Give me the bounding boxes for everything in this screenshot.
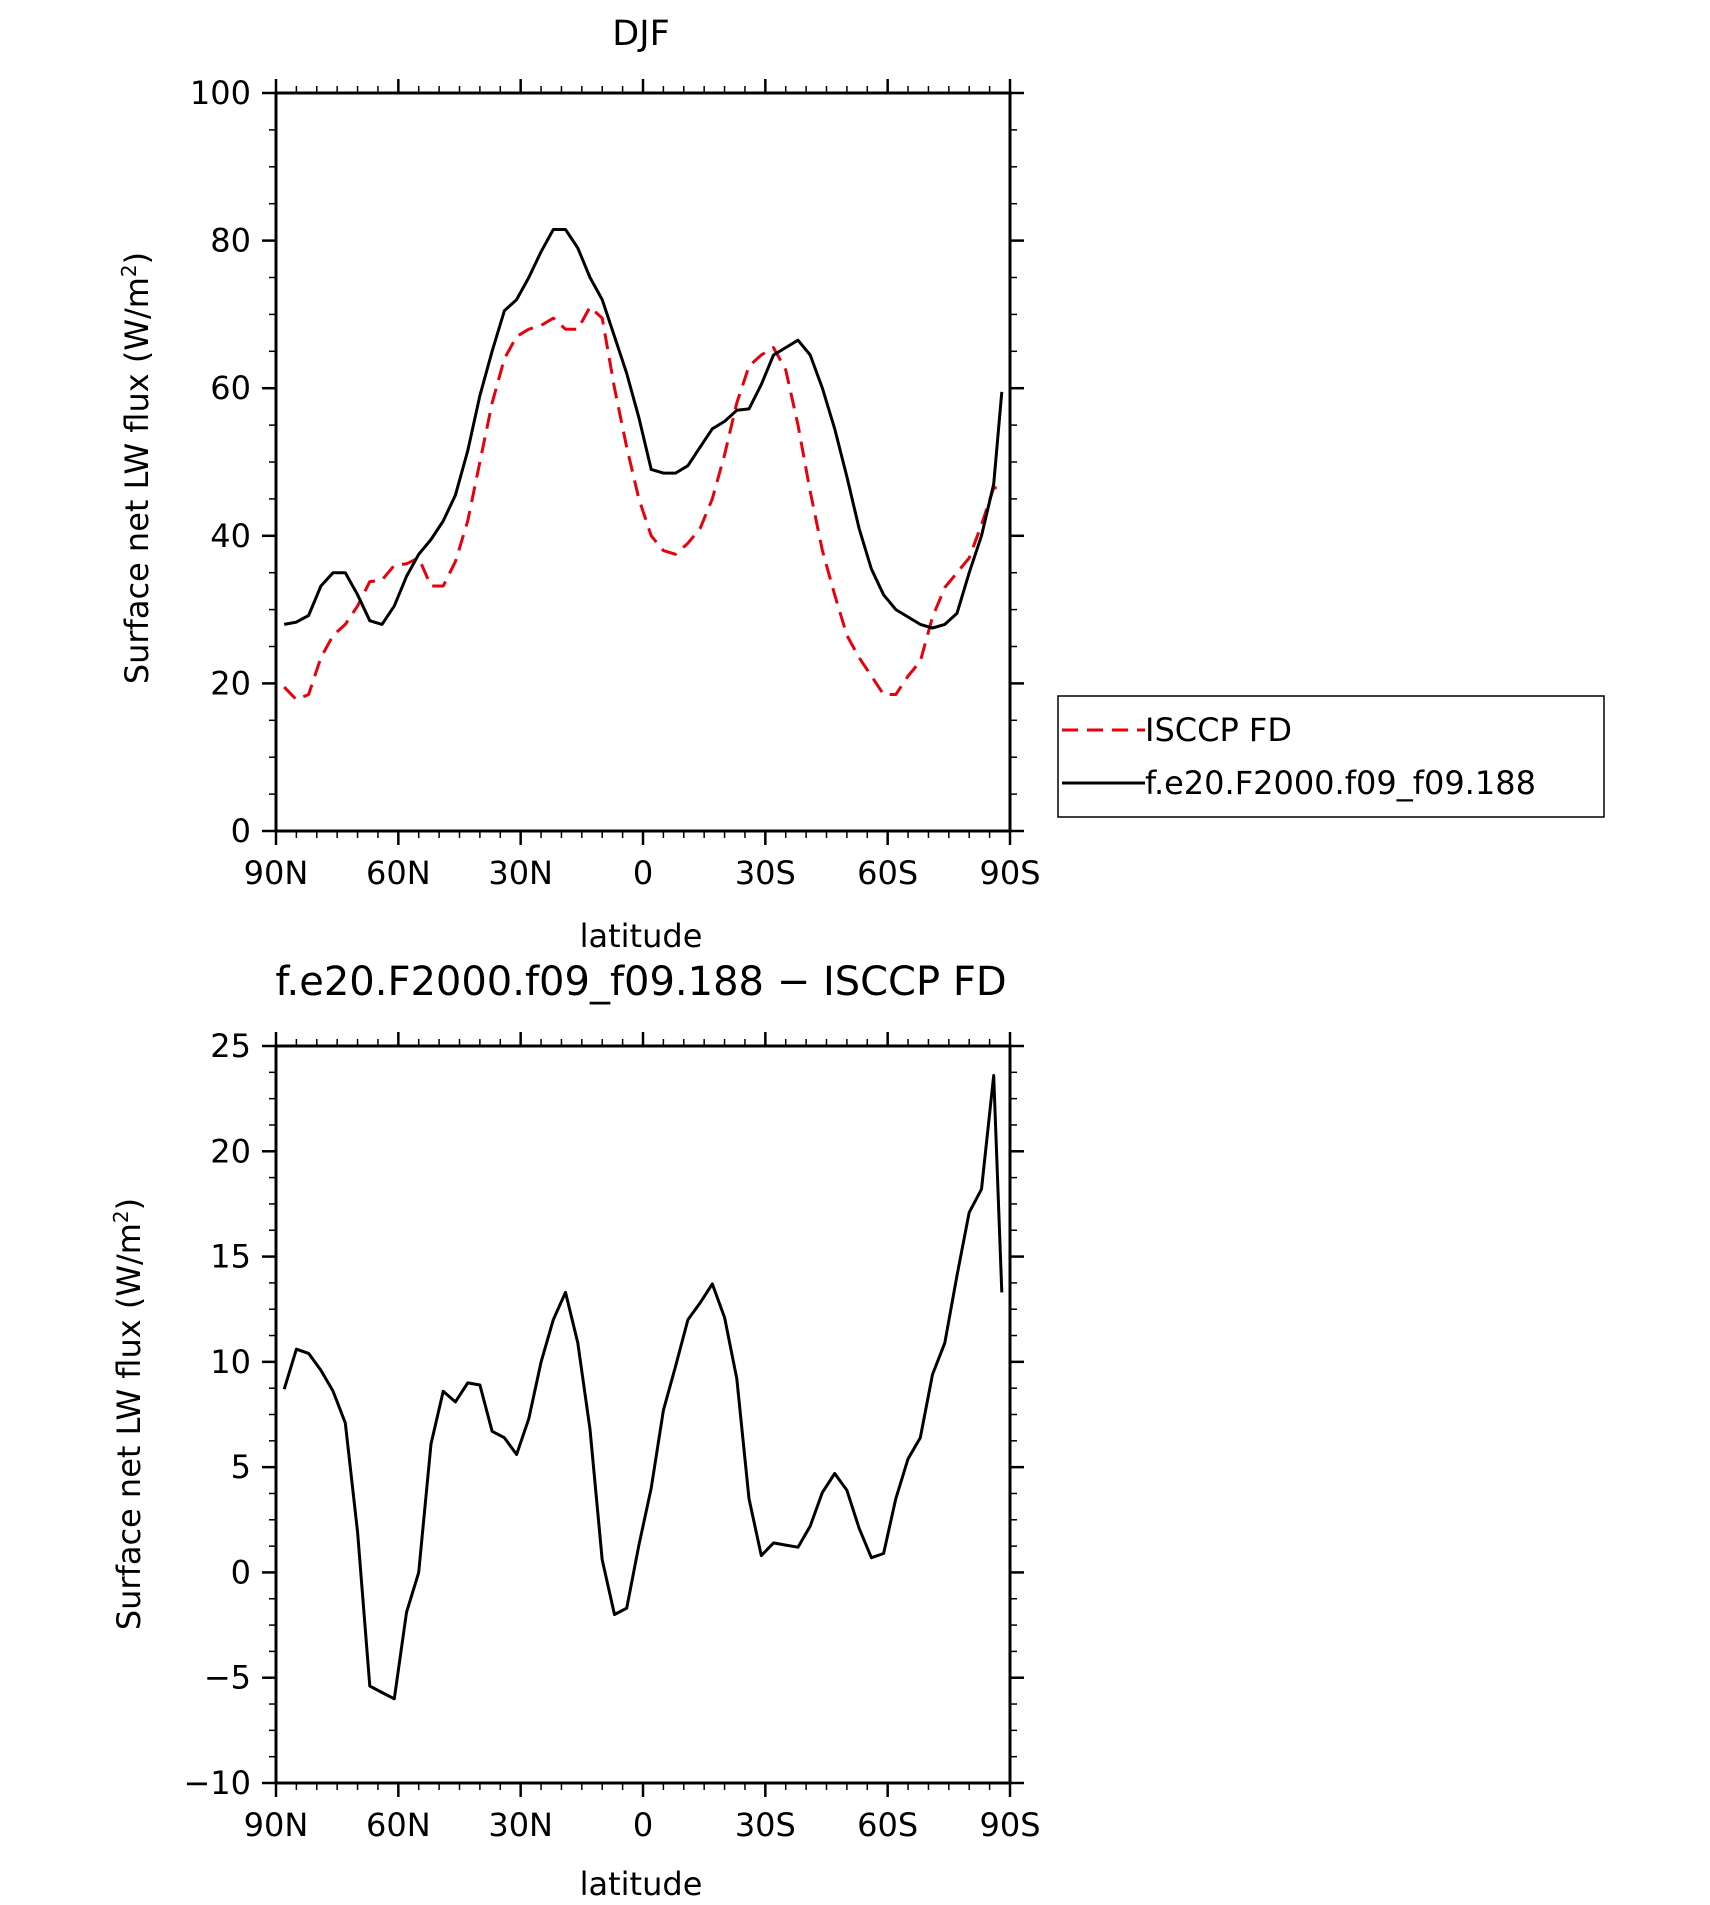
- bottom-chart: f.e20.F2000.f09_f09.188 − ISCCP FD Surfa…: [109, 959, 1041, 1903]
- top-chart-series: [283, 228, 1004, 702]
- x-tick-label: 60N: [366, 854, 431, 892]
- y-tick-label: 60: [210, 369, 251, 407]
- y-tick-label: 0: [231, 812, 251, 850]
- x-tick-label: 90N: [244, 854, 309, 892]
- y-tick-label: 20: [210, 1132, 251, 1170]
- bottom-chart-frame: [274, 1044, 1012, 1785]
- bottom-chart-series: [282, 1074, 1004, 1701]
- bottom-chart-title: f.e20.F2000.f09_f09.188 − ISCCP FD: [275, 959, 1006, 1005]
- top-chart-frame: [274, 91, 1012, 833]
- y-tick-label: 100: [190, 74, 251, 112]
- x-tick-label: 0: [633, 854, 653, 892]
- x-tick-label: 30S: [735, 1806, 796, 1844]
- x-tick-label: 60S: [857, 1806, 918, 1844]
- bottom-chart-ticks: 90N 60N 30N 0 30S 60S 90S −10 −5 0 5 10 15 20 25: [183, 1027, 1040, 1844]
- x-tick-label: 30N: [488, 1806, 553, 1844]
- y-tick-label: 15: [210, 1238, 251, 1276]
- x-tick-label: 0: [633, 1806, 653, 1844]
- x-tick-label: 60S: [857, 854, 918, 892]
- x-tick-label: 90N: [244, 1806, 309, 1844]
- legend-label-isccp-fd: ISCCP FD: [1145, 711, 1292, 749]
- top-chart: DJF Surface net LW flux (W/m2) latitude …: [117, 14, 1605, 955]
- top-chart-series-line-isccp-fd: [283, 305, 1002, 702]
- top-chart-series-line-f-e20-f2000-f09-f09-188: [283, 228, 1004, 630]
- top-chart-x-axis-label: latitude: [580, 917, 703, 955]
- y-tick-label: 40: [210, 517, 251, 555]
- bottom-chart-series-line-difference: [282, 1074, 1004, 1701]
- x-tick-label: 60N: [366, 1806, 431, 1844]
- top-chart-title: DJF: [612, 14, 669, 54]
- legend-label-model: f.e20.F2000.f09_f09.188: [1145, 764, 1536, 802]
- bottom-chart-x-axis-label: latitude: [580, 1865, 703, 1903]
- x-tick-label: 90S: [979, 1806, 1040, 1844]
- y-tick-label: −5: [204, 1659, 251, 1697]
- y-tick-label: 25: [210, 1027, 251, 1065]
- x-tick-label: 30N: [488, 854, 553, 892]
- x-tick-label: 30S: [735, 854, 796, 892]
- y-tick-label: 80: [210, 222, 251, 260]
- bottom-chart-y-axis-label: Surface net LW flux (W/m2): [109, 1198, 148, 1630]
- legend: ISCCP FD f.e20.F2000.f09_f09.188: [1057, 695, 1605, 818]
- y-tick-label: 20: [210, 664, 251, 702]
- top-chart-y-axis-label: Surface net LW flux (W/m2): [117, 252, 156, 684]
- y-tick-label: 5: [231, 1448, 251, 1486]
- y-tick-label: 10: [210, 1343, 251, 1381]
- legend-box: [1057, 695, 1605, 818]
- y-tick-label: −10: [183, 1764, 251, 1802]
- top-chart-ticks: 90N 60N 30N 0 30S 60S 90S 0 20 40 60 80 100: [190, 74, 1041, 892]
- x-tick-label: 90S: [979, 854, 1040, 892]
- y-tick-label: 0: [231, 1553, 251, 1591]
